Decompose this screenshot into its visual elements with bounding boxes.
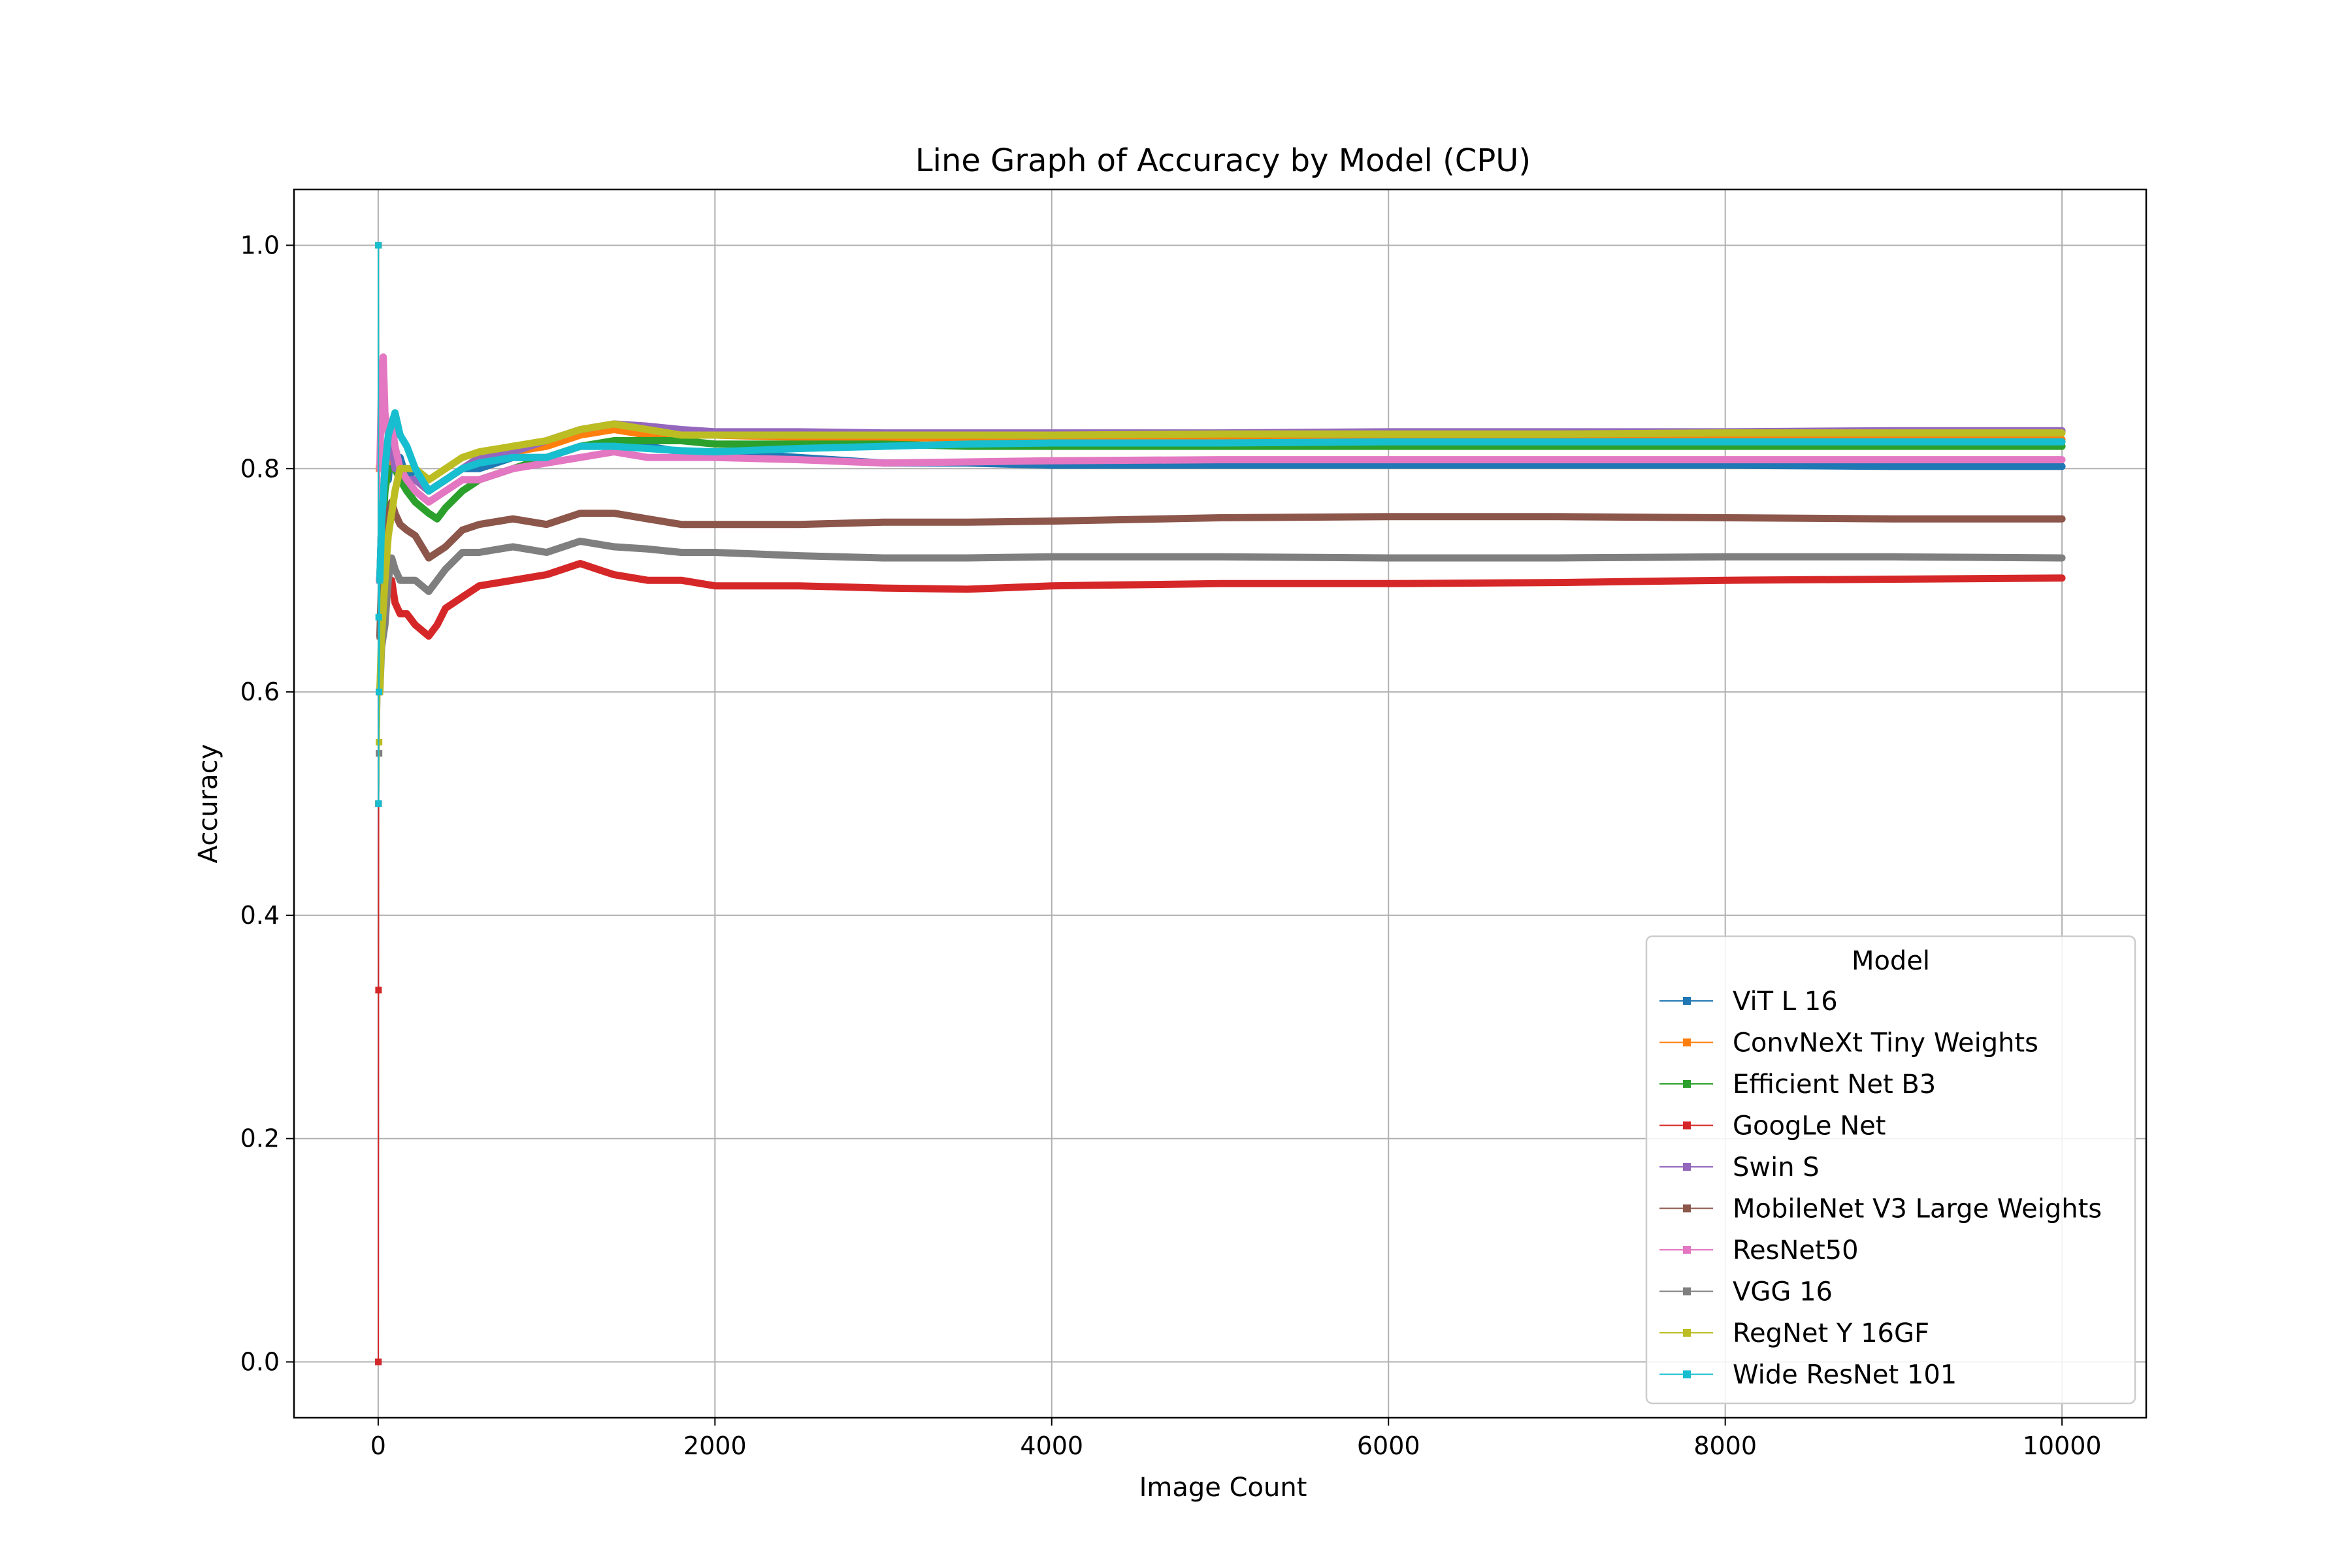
legend-label: ViT L 16 [1733, 987, 1838, 1017]
y-tick-label: 0.0 [240, 1348, 280, 1377]
legend-item-vgg-16: VGG 16 [1659, 1277, 1833, 1307]
data-point [375, 987, 382, 994]
axis-ticks: 0 2000 4000 6000 8000 10000 0.0 0.2 0.4 0.6 0.8 1.0 [240, 231, 2102, 1460]
y-tick-label: 0.4 [240, 901, 280, 930]
series-band-vgg-16 [376, 537, 2066, 696]
legend-item-convnext-tiny-weights: ConvNeXt Tiny Weights [1659, 1028, 2038, 1058]
legend-item-vit-l-16: ViT L 16 [1659, 987, 1838, 1017]
data-point [376, 465, 384, 472]
y-tick-label: 0.8 [240, 454, 280, 483]
y-tick-label: 1.0 [240, 231, 280, 259]
legend-label: Efficient Net B3 [1733, 1070, 1936, 1100]
series-wide-resnet-101 [375, 242, 2066, 807]
legend-item-resnet50: ResNet50 [1659, 1235, 1859, 1266]
legend-marker [1683, 997, 1691, 1005]
y-tick-label: 0.2 [240, 1124, 280, 1153]
chart-title: Line Graph of Accuracy by Model (CPU) [915, 142, 1531, 179]
plot-frame [293, 188, 2148, 1419]
legend-label: RegNet Y 16GF [1733, 1318, 1929, 1348]
legend-item-wide-resnet-101: Wide ResNet 101 [1659, 1360, 1957, 1390]
legend-label: VGG 16 [1733, 1277, 1833, 1307]
legend-item-regnet-y-16gf: RegNet Y 16GF [1659, 1318, 1929, 1348]
data-point [376, 689, 383, 696]
legend-label: GoogLe Net [1733, 1111, 1886, 1141]
legend-label: Swin S [1733, 1152, 1820, 1183]
legend-item-mobilenet-v3-large-weights: MobileNet V3 Large Weights [1659, 1194, 2102, 1224]
legend-marker [1683, 1038, 1691, 1047]
legend-marker [1683, 1204, 1691, 1213]
legend-marker [1683, 1121, 1691, 1130]
legend-marker [1683, 1329, 1691, 1337]
legend-title: Model [1852, 946, 1930, 976]
legend-item-google-net: GoogLe Net [1659, 1111, 1886, 1141]
x-tick-label: 4000 [1020, 1431, 1083, 1460]
legend-marker [1683, 1370, 1691, 1379]
legend-item-swin-s: Swin S [1659, 1152, 1820, 1183]
series-layer [375, 242, 2066, 1365]
legend-label: ConvNeXt Tiny Weights [1733, 1028, 2038, 1058]
y-tick-label: 0.6 [240, 678, 280, 706]
legend-marker [1683, 1287, 1691, 1296]
x-tick-label: 2000 [683, 1431, 747, 1460]
legend-label: Wide ResNet 101 [1733, 1360, 1957, 1390]
data-point [375, 242, 382, 249]
legend-label: MobileNet V3 Large Weights [1733, 1194, 2102, 1224]
legend-item-efficient-net-b3: Efficient Net B3 [1659, 1070, 1936, 1100]
legend-items: ViT L 16 ConvNeXt Tiny Weights Efficient N… [1659, 987, 2102, 1390]
legend: Model ViT L 16 ConvNeXt Tiny Weights Effic… [1645, 935, 2136, 1405]
legend-marker [1683, 1246, 1691, 1254]
x-tick-label: 8000 [1693, 1431, 1757, 1460]
legend-label: ResNet50 [1733, 1235, 1859, 1266]
legend-marker [1683, 1163, 1691, 1171]
x-tick-label: 10000 [2023, 1431, 2102, 1460]
x-tick-label: 6000 [1357, 1431, 1420, 1460]
legend-box [1645, 935, 2136, 1405]
data-point [376, 577, 384, 584]
x-axis-label: Image Count [1139, 1473, 1307, 1503]
data-point [375, 1358, 382, 1365]
x-tick-label: 0 [370, 1431, 386, 1460]
series-band-google-net [376, 560, 2066, 640]
data-point [375, 800, 382, 807]
y-axis-label: Accuracy [193, 744, 223, 864]
data-point [375, 613, 382, 621]
series-band-wide-resnet-101 [376, 409, 2066, 584]
legend-marker [1683, 1080, 1691, 1088]
series-band-regnet-y-16gf [376, 420, 2066, 696]
